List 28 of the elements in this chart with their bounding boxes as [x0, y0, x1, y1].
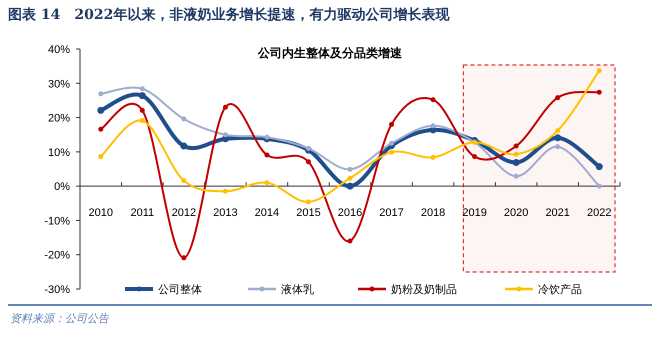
x-tick-label: 2011 — [130, 207, 154, 220]
x-tick-label: 2010 — [88, 207, 114, 220]
chart-subtitle: 公司内生整体及分品类增速 — [257, 46, 403, 60]
y-tick-label: 10% — [48, 146, 70, 159]
legend-label: 公司整体 — [158, 283, 202, 296]
x-tick-label: 2016 — [338, 207, 362, 220]
chart-title: 图表 14 2022年以来，非液奶业务增长提速，有力驱动公司增长表现 — [8, 6, 450, 23]
y-tick-label: 40% — [48, 44, 70, 56]
x-tick-label: 2022 — [586, 207, 612, 220]
legend-label: 奶粉及奶制品 — [391, 283, 457, 296]
y-tick-label: 30% — [48, 78, 70, 90]
x-tick-label: 2021 — [545, 207, 570, 220]
x-tick-label: 2012 — [172, 207, 196, 220]
legend-label: 液体乳 — [281, 283, 314, 296]
y-tick-label: -30% — [44, 284, 70, 296]
y-tick-label: 20% — [48, 112, 70, 125]
y-tick-label: 0% — [54, 181, 70, 194]
text: 资料来源：公司公告 — [10, 312, 110, 325]
x-tick-label: 2020 — [504, 207, 528, 220]
legend-label: 冷饮产品 — [538, 283, 582, 296]
x-tick-label: 2015 — [296, 207, 321, 220]
y-tick-label: -10% — [44, 215, 70, 228]
x-tick-label: 2013 — [213, 207, 238, 220]
x-tick-label: 2014 — [254, 207, 280, 220]
x-tick-label: 2018 — [420, 207, 446, 220]
y-tick-label: -20% — [44, 250, 70, 262]
x-tick-label: 2017 — [379, 207, 404, 220]
x-tick-label: 2019 — [462, 207, 487, 220]
